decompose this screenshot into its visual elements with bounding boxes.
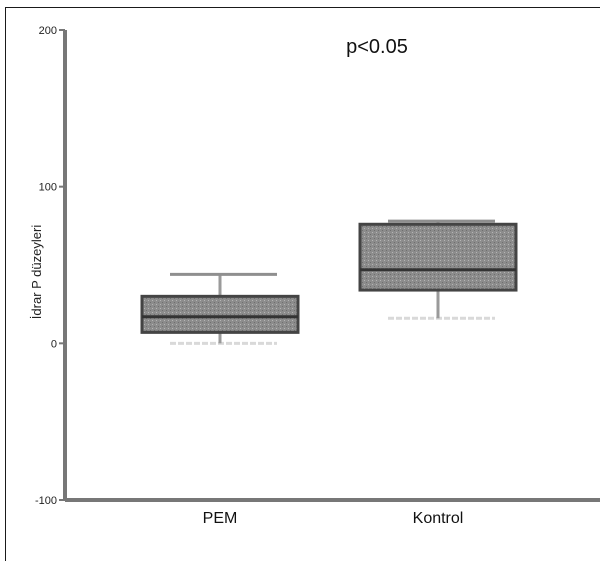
box-pem [140,272,300,345]
boxes [140,219,518,345]
outer-frame-top [5,7,600,8]
box-kontrol [358,219,518,320]
y-tick-label: 100 [39,182,57,194]
box-iqr [358,222,518,292]
y-tick-label: -100 [35,495,57,507]
y-tick-label: 0 [51,338,57,350]
p-value-annotation: p<0.05 [346,36,408,58]
y-tick-label: 200 [39,25,57,37]
x-tick-label: PEM [203,510,238,527]
outer-frame-left [5,7,6,561]
box-iqr [140,294,300,334]
axes: -100 0 100 200 PEM Kontrol [35,25,600,527]
y-axis-label: İdrar P düzeyleri [29,225,44,320]
x-tick-label: Kontrol [413,510,464,527]
